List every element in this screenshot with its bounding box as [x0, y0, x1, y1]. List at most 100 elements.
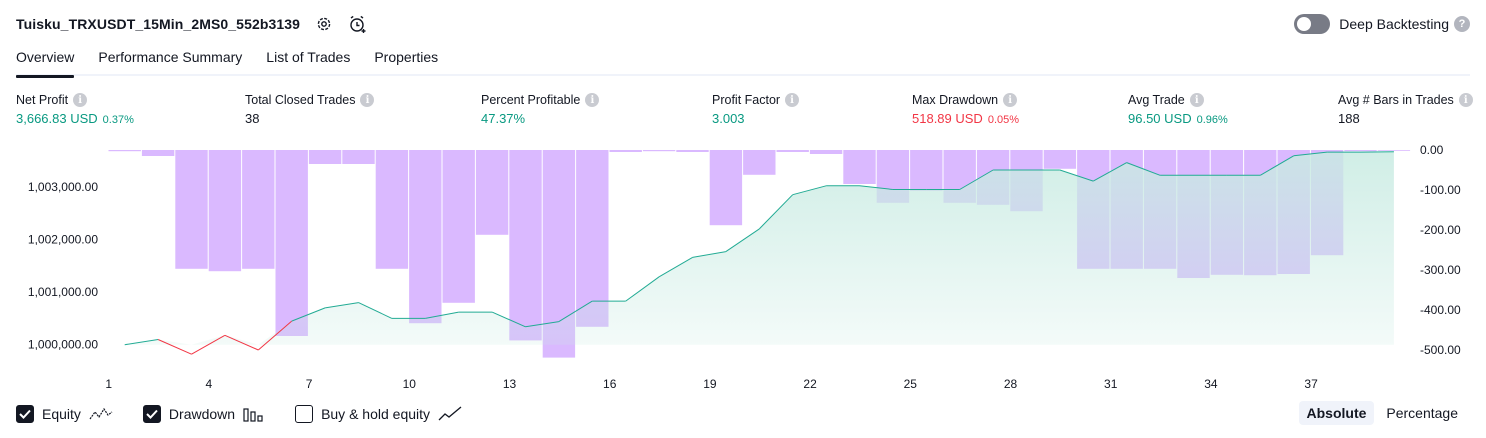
x-axis-tick: 28 — [1004, 377, 1018, 390]
x-axis-tick: 10 — [403, 377, 417, 390]
metric-label: Max Drawdown — [912, 93, 999, 107]
toggle-knob — [1297, 17, 1312, 31]
metric-label: Avg # Bars in Trades — [1338, 93, 1454, 107]
metric-value: 38 — [245, 111, 260, 126]
equity-line-segment — [425, 311, 459, 319]
metric-max-drawdown: Max Drawdown i 518.89 USD 0.05% — [912, 93, 1019, 126]
equity-line-segment — [692, 251, 726, 258]
gear-icon[interactable] — [314, 14, 334, 34]
drawdown-bar — [208, 150, 242, 272]
equity-line-segment — [959, 169, 994, 190]
info-icon[interactable]: i — [1003, 93, 1018, 107]
equity-area — [124, 151, 1394, 345]
chart-legend: Equity Drawdown Buy & hold equity — [16, 403, 492, 425]
equity-line-segment — [124, 339, 159, 346]
strategy-header: Tuisku_TRXUSDT_15Min_2MS0_552b3139 — [16, 12, 368, 36]
drawdown-bar — [509, 150, 542, 341]
tab-list-of-trades[interactable]: List of Trades — [266, 49, 351, 65]
equity-line-segment — [1126, 162, 1161, 176]
tab-properties[interactable]: Properties — [374, 49, 439, 65]
drawdown-checkbox[interactable] — [142, 405, 161, 423]
equity-line-segment — [658, 256, 693, 278]
drawdown-bar — [308, 150, 342, 164]
metric-percent-profitable: Percent Profitable i 47.37% — [481, 93, 600, 126]
x-axis-tick: 19 — [703, 377, 717, 390]
metric-total-closed-trades: Total Closed Trades i 38 — [245, 93, 375, 126]
metric-percent: 0.37% — [102, 114, 134, 126]
buy-hold-checkbox[interactable] — [295, 405, 314, 423]
x-axis-tick: 34 — [1204, 377, 1218, 390]
absolute-button[interactable]: Absolute — [1298, 401, 1375, 425]
metric-label: Avg Trade — [1128, 93, 1185, 107]
deep-backtesting-toggle[interactable] — [1294, 14, 1331, 34]
drawdown-bar — [809, 150, 843, 154]
equity-line-segment — [1093, 162, 1127, 182]
info-icon[interactable]: i — [73, 93, 88, 107]
deep-backtesting-label: Deep Backtesting — [1339, 16, 1449, 32]
equity-line-segment — [1293, 151, 1328, 157]
drawdown-bar — [108, 150, 141, 152]
drawdown-bar — [409, 150, 442, 324]
metric-value: 96.50 USD — [1128, 111, 1192, 126]
drawdown-bar — [642, 150, 676, 152]
drawdown-bar — [910, 150, 943, 191]
drawdown-bar — [1043, 150, 1077, 169]
info-icon[interactable]: i — [785, 93, 800, 107]
drawdown-bar — [609, 150, 642, 152]
percentage-button[interactable]: Percentage — [1386, 405, 1458, 421]
drawdown-bar — [709, 150, 743, 226]
equity-axis-tick: 1,001,000.00 — [28, 285, 98, 299]
drawdown-axis-tick: -500.00 — [1420, 343, 1461, 357]
info-icon[interactable]: i — [1458, 93, 1473, 107]
x-axis-tick: 7 — [306, 377, 313, 390]
metric-net-profit: Net Profit i 3,666.83 USD 0.37% — [16, 93, 134, 126]
equity-checkbox[interactable] — [16, 405, 34, 423]
equity-toggle[interactable]: Equity — [16, 405, 113, 423]
drawdown-bar — [1344, 150, 1377, 152]
drawdown-bar — [1377, 150, 1411, 151]
drawdown-bar — [375, 150, 409, 269]
x-axis-tick: 4 — [206, 377, 213, 390]
drawdown-axis-tick: -400.00 — [1420, 303, 1461, 317]
metric-value: 188 — [1338, 111, 1360, 126]
x-axis-tick: 22 — [803, 377, 817, 390]
drawdown-bar — [475, 150, 509, 235]
equity-axis-tick: 1,000,000.00 — [28, 338, 98, 352]
metric-label: Profit Factor — [712, 93, 781, 107]
drawdown-label: Drawdown — [168, 406, 236, 422]
equity-line-segment — [1059, 169, 1094, 182]
tab-overview[interactable]: Overview — [16, 46, 75, 78]
alarm-clock-add-icon[interactable] — [348, 14, 368, 34]
buy-hold-toggle[interactable]: Buy & hold equity — [295, 405, 462, 423]
metrics-row: Net Profit i 3,666.83 USD 0.37% Total Clos… — [0, 93, 1486, 133]
drawdown-axis-tick: -300.00 — [1420, 263, 1461, 277]
drawdown-toggle[interactable]: Drawdown — [142, 405, 265, 423]
deep-backtesting: Deep Backtesting ? — [1294, 12, 1470, 36]
drawdown-bar — [342, 150, 375, 164]
equity-line-segment — [725, 228, 760, 253]
equity-label: Equity — [42, 406, 81, 422]
equity-axis-tick: 1,002,000.00 — [28, 233, 98, 247]
drawdown-axis-tick: 0.00 — [1420, 143, 1444, 157]
tab-bar: Overview Performance Summary List of Tra… — [16, 46, 1470, 78]
info-icon[interactable]: i — [1189, 93, 1204, 107]
help-icon[interactable]: ? — [1454, 16, 1470, 32]
equity-line-segment — [792, 185, 827, 196]
tab-performance-summary[interactable]: Performance Summary — [98, 49, 243, 65]
metric-profit-factor: Profit Factor i 3.003 — [712, 93, 800, 126]
equity-line-segment — [491, 311, 526, 328]
drawdown-bar — [843, 150, 876, 184]
metric-value: 518.89 USD — [912, 111, 983, 126]
drawdown-bar — [175, 150, 208, 269]
info-icon[interactable]: i — [360, 93, 375, 107]
equity-line-segment — [224, 334, 259, 351]
info-icon[interactable]: i — [585, 93, 600, 107]
x-axis-tick: 31 — [1104, 377, 1118, 390]
display-mode-switch: Absolute Percentage — [1295, 401, 1467, 425]
metric-avg-trade: Avg Trade i 96.50 USD 0.96% — [1128, 93, 1228, 126]
drawdown-axis-tick: -200.00 — [1420, 223, 1461, 237]
buy-hold-label: Buy & hold equity — [321, 406, 431, 422]
metric-value: 47.37% — [481, 111, 526, 126]
equity-drawdown-chart[interactable]: 1,000,000.00 1,001,000.00 1,002,000.00 1,00… — [0, 140, 1486, 390]
drawdown-axis-tick: -100.00 — [1420, 183, 1461, 197]
